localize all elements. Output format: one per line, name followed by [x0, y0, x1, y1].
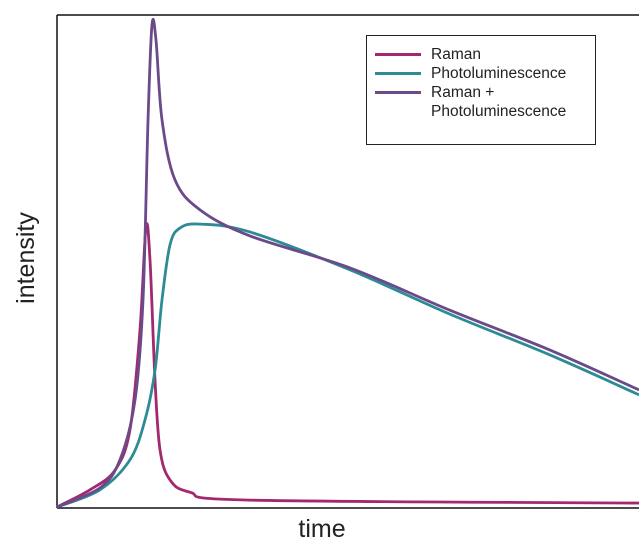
legend-item: Photoluminescence — [375, 64, 591, 83]
y-axis-label: intensity — [12, 212, 40, 304]
legend-label: Raman + Photoluminescence — [431, 84, 567, 120]
legend-item: Raman + Photoluminescence — [375, 83, 591, 121]
legend-label: Raman — [431, 46, 481, 63]
plot-frame — [56, 14, 639, 509]
lines — [56, 17, 639, 509]
legend-swatch — [375, 72, 421, 75]
legend-label: Photoluminescence — [431, 65, 567, 82]
series-line — [56, 17, 639, 509]
legend: Raman Photoluminescence Raman + Photolumin… — [366, 35, 596, 145]
legend-swatch — [375, 53, 421, 56]
x-axis-label: time — [298, 515, 345, 543]
series-line — [56, 222, 639, 509]
legend-item: Raman — [375, 45, 591, 64]
legend-swatch — [375, 91, 421, 94]
